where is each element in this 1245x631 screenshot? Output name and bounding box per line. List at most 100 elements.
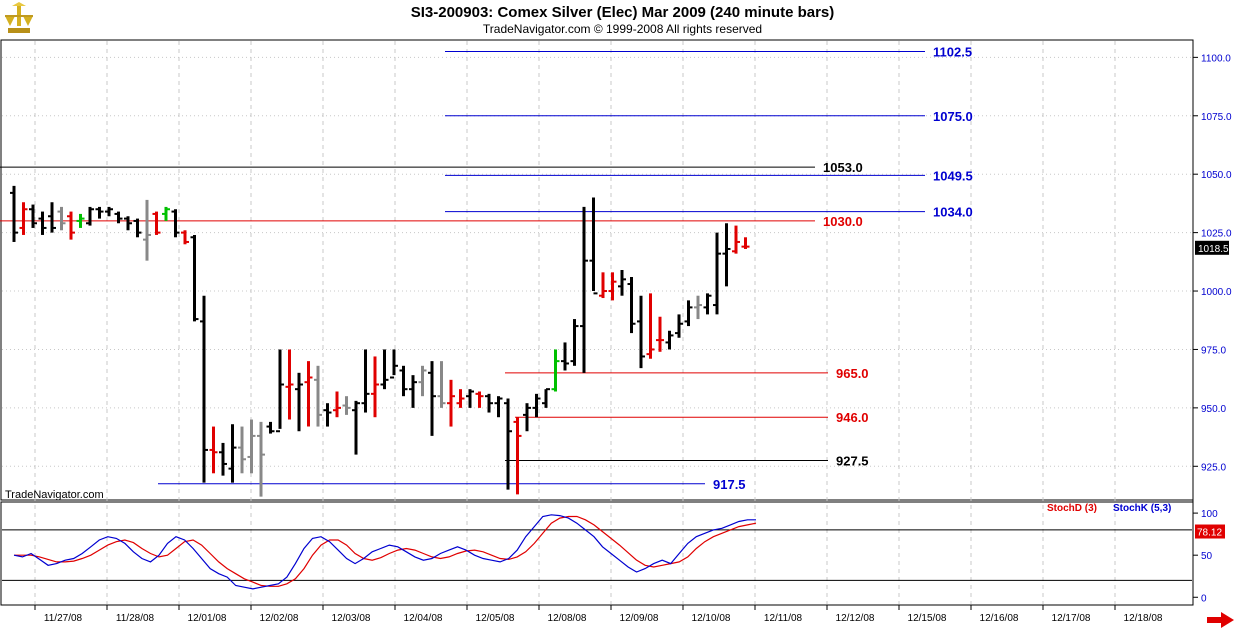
ohlc-bar[interactable] [608, 272, 617, 301]
x-tick-label: 12/04/08 [404, 613, 443, 624]
x-tick-label: 12/18/08 [1124, 613, 1163, 624]
x-tick-label: 12/17/08 [1052, 613, 1091, 624]
ohlc-bar[interactable] [361, 349, 370, 413]
ohlc-bar[interactable] [580, 206, 588, 373]
ohlc-bar[interactable] [494, 396, 503, 418]
ohlc-bar[interactable] [105, 206, 113, 217]
ohlc-bar[interactable] [29, 204, 37, 228]
ohlc-bar[interactable] [599, 272, 607, 299]
ohlc-bar[interactable] [314, 365, 322, 427]
ohlc-bar[interactable] [352, 400, 360, 455]
ohlc-bar[interactable] [428, 361, 436, 436]
ohlc-bar[interactable] [447, 379, 455, 427]
ohlc-bar[interactable] [665, 330, 674, 350]
ohlc-bar[interactable] [485, 393, 493, 413]
price-panel-border [0, 39, 1194, 501]
ohlc-bar[interactable] [67, 211, 75, 240]
ohlc-bar[interactable] [637, 295, 645, 369]
ohlc-bar[interactable] [513, 417, 522, 495]
y-tick-label: 1050.0 [1201, 170, 1232, 181]
x-tick-label: 12/05/08 [476, 613, 515, 624]
ohlc-bar[interactable] [504, 398, 512, 490]
price-level-label: 965.0 [836, 366, 869, 381]
y-tick-label: 925.0 [1201, 462, 1226, 473]
ohlc-bar[interactable] [532, 393, 541, 418]
ohlc-bar[interactable] [390, 349, 398, 379]
stoch-y-tick-label: 0 [1201, 593, 1207, 604]
x-tick-label: 12/11/08 [764, 613, 803, 624]
y-tick-label: 1075.0 [1201, 112, 1232, 123]
ohlc-bar[interactable] [703, 293, 712, 315]
ohlc-bar[interactable] [38, 211, 47, 235]
ohlc-bar[interactable] [152, 211, 161, 235]
ohlc-bar[interactable] [342, 396, 351, 415]
ohlc-bar[interactable] [257, 421, 265, 497]
ohlc-bar[interactable] [570, 319, 579, 366]
ohlc-bar[interactable] [48, 202, 56, 233]
ohlc-bar[interactable] [200, 295, 208, 483]
ohlc-bar[interactable] [171, 209, 180, 238]
ohlc-bar[interactable] [304, 361, 313, 427]
ohlc-bar[interactable] [247, 419, 256, 474]
ohlc-bar[interactable] [133, 218, 142, 238]
ohlc-bar[interactable] [143, 199, 151, 261]
ohlc-bar[interactable] [209, 426, 218, 474]
ohlc-bar[interactable] [523, 403, 531, 432]
ohlc-bar[interactable] [285, 349, 294, 420]
ohlc-bar[interactable] [675, 314, 683, 338]
ohlc-bar[interactable] [86, 206, 94, 226]
ohlc-bar[interactable] [124, 216, 132, 231]
ohlc-bar[interactable] [551, 349, 560, 392]
ohlc-bar[interactable] [542, 388, 550, 408]
stoch-y-tick-label: 100 [1201, 509, 1218, 520]
ohlc-bar[interactable] [646, 293, 655, 359]
ohlc-bar[interactable] [656, 316, 664, 352]
ohlc-bar[interactable] [219, 442, 227, 476]
x-tick-label: 12/15/08 [908, 613, 947, 624]
ohlc-bar[interactable] [76, 213, 85, 228]
ohlc-bar[interactable] [589, 197, 598, 295]
legend-stoch-d: StochD (3) [1047, 503, 1097, 514]
ohlc-bar[interactable] [399, 365, 408, 397]
ohlc-bar[interactable] [722, 223, 731, 287]
ohlc-bar[interactable] [162, 206, 170, 221]
ohlc-bar[interactable] [181, 230, 189, 245]
ohlc-bar[interactable] [409, 375, 417, 408]
ohlc-bar[interactable] [561, 342, 569, 371]
ohlc-bar[interactable] [475, 391, 484, 408]
ohlc-bar[interactable] [333, 391, 341, 418]
ohlc-bar[interactable] [10, 185, 18, 242]
ohlc-bar[interactable] [266, 421, 275, 434]
ohlc-bar[interactable] [732, 225, 740, 254]
ohlc-bar[interactable] [694, 295, 702, 320]
y-tick-label: 1025.0 [1201, 229, 1232, 240]
x-tick-label: 12/02/08 [260, 613, 299, 624]
ohlc-bar[interactable] [228, 424, 237, 483]
ohlc-bar[interactable] [95, 206, 104, 219]
ohlc-bar[interactable] [466, 389, 474, 408]
ohlc-bar[interactable] [323, 403, 332, 427]
ohlc-bar[interactable] [57, 206, 66, 231]
ohlc-bar[interactable] [190, 234, 199, 322]
ohlc-bar[interactable] [276, 349, 284, 433]
ohlc-bar[interactable] [371, 356, 379, 418]
x-tick-label: 12/10/08 [692, 613, 731, 624]
ohlc-bar[interactable] [114, 211, 123, 224]
ohlc-bar[interactable] [437, 361, 446, 408]
ohlc-bar[interactable] [456, 389, 465, 408]
y-tick-label: 1100.0 [1201, 53, 1231, 64]
price-level-label: 1034.0 [933, 205, 973, 220]
ohlc-bar[interactable] [618, 270, 626, 296]
ohlc-bar[interactable] [741, 237, 750, 249]
scroll-right-arrow-icon[interactable] [1205, 612, 1235, 628]
ohlc-bar[interactable] [380, 349, 389, 390]
ohlc-bar[interactable] [627, 277, 636, 334]
ohlc-bar[interactable] [418, 365, 427, 397]
x-tick-label: 12/16/08 [980, 613, 1019, 624]
ohlc-bar[interactable] [713, 232, 721, 315]
ohlc-bar[interactable] [684, 300, 693, 327]
ohlc-bar[interactable] [238, 426, 246, 474]
ohlc-bar[interactable] [295, 372, 303, 432]
ohlc-bar[interactable] [19, 202, 28, 235]
